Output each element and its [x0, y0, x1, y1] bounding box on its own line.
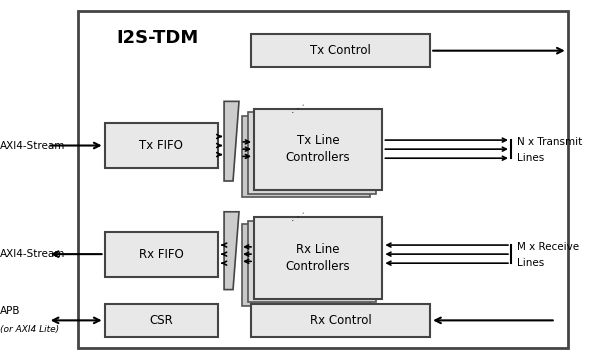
FancyBboxPatch shape	[104, 123, 218, 168]
Text: Tx Control: Tx Control	[310, 44, 371, 57]
FancyBboxPatch shape	[104, 232, 218, 277]
Text: APB: APB	[0, 306, 20, 316]
Text: Tx Line
Controllers: Tx Line Controllers	[286, 134, 350, 164]
Text: I2S-TDM: I2S-TDM	[116, 29, 199, 47]
Text: (or AXI4 Lite): (or AXI4 Lite)	[0, 325, 59, 334]
Polygon shape	[224, 212, 239, 290]
Text: · · ·: · · ·	[289, 101, 308, 118]
FancyBboxPatch shape	[254, 217, 382, 299]
Text: Rx Line
Controllers: Rx Line Controllers	[286, 243, 350, 273]
FancyBboxPatch shape	[104, 304, 218, 337]
Text: Rx Control: Rx Control	[310, 314, 371, 327]
Text: M x Receive: M x Receive	[517, 242, 579, 252]
Text: · · ·: · · ·	[289, 209, 308, 226]
Text: AXI4-Stream: AXI4-Stream	[0, 140, 65, 151]
Text: CSR: CSR	[149, 314, 173, 327]
Text: Lines: Lines	[517, 153, 544, 163]
Text: AXI4-Stream: AXI4-Stream	[0, 249, 65, 259]
FancyBboxPatch shape	[242, 116, 370, 197]
Polygon shape	[224, 101, 239, 181]
FancyBboxPatch shape	[242, 224, 370, 306]
FancyBboxPatch shape	[254, 109, 382, 190]
Text: Rx FIFO: Rx FIFO	[139, 248, 184, 261]
FancyBboxPatch shape	[248, 112, 376, 194]
FancyBboxPatch shape	[77, 11, 568, 348]
Text: Lines: Lines	[517, 258, 544, 268]
FancyBboxPatch shape	[251, 304, 430, 337]
Text: Tx FIFO: Tx FIFO	[139, 139, 183, 152]
Text: N x Transmit: N x Transmit	[517, 137, 582, 147]
FancyBboxPatch shape	[251, 34, 430, 67]
FancyBboxPatch shape	[248, 221, 376, 302]
